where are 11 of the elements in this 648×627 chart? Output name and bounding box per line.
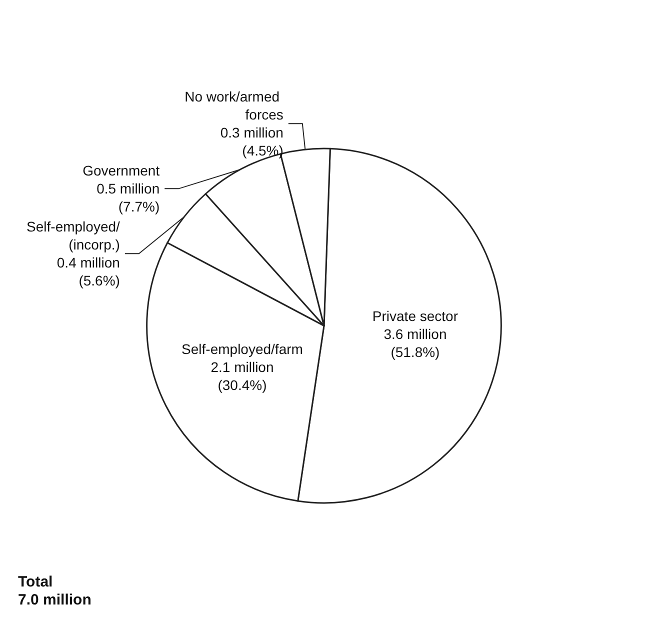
slice-label: Self-employed/farm [182, 341, 303, 358]
text: Total 7.0 million [18, 574, 92, 608]
data-label: 2.1 million (30.4%) [210, 359, 274, 394]
data-label: 0.4 million (5.6%) [56, 254, 120, 289]
slice-label: Government [82, 162, 160, 179]
data-label: 0.5 million (7.7%) [96, 180, 160, 215]
data-label: 0.3 million (4.5%) [220, 124, 284, 159]
data-label: 3.6 million (51.8%) [384, 326, 447, 360]
slice-label: Self-employed/(incorp.) [26, 218, 120, 253]
slice-label: No work/armed forces [184, 88, 284, 123]
slice-label: Private sector [372, 308, 458, 324]
